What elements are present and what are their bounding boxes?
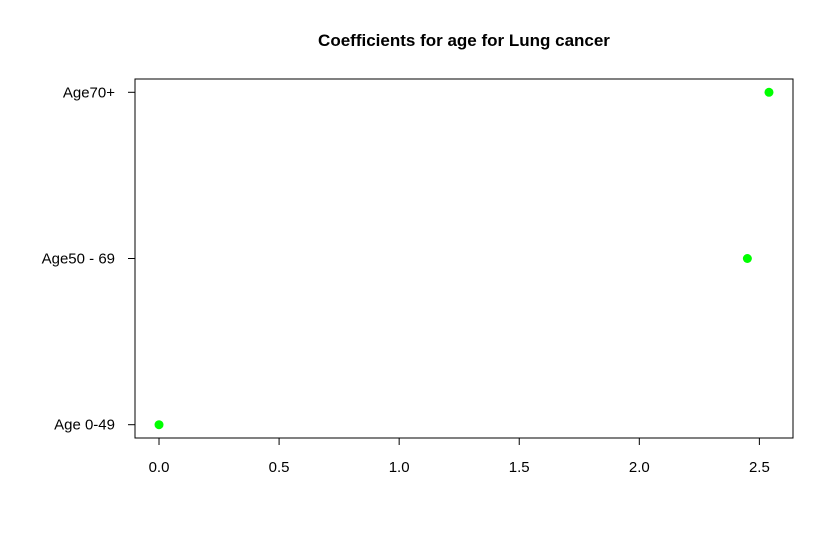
y-tick-label: Age 0-49 — [54, 417, 115, 434]
y-tick-label: Age50 - 69 — [42, 251, 115, 268]
y-tick-label: Age70+ — [63, 84, 115, 101]
x-tick-label: 0.5 — [269, 459, 290, 476]
y-axis: Age 0-49 Age50 - 69 Age70+ — [42, 84, 135, 434]
plot-area — [134, 78, 794, 439]
chart-title: Coefficients for age for Lung cancer — [318, 31, 610, 50]
x-tick-label: 0.0 — [149, 459, 170, 476]
data-point — [154, 420, 164, 430]
x-tick-label: 2.0 — [629, 459, 650, 476]
x-tick-label: 1.0 — [389, 459, 410, 476]
x-axis: 0.0 0.5 1.0 1.5 2.0 2.5 — [149, 437, 770, 476]
x-tick-label: 1.5 — [509, 459, 530, 476]
data-point — [764, 87, 774, 97]
data-points — [154, 87, 774, 430]
x-tick-label: 2.5 — [749, 459, 770, 476]
data-point — [742, 254, 752, 263]
